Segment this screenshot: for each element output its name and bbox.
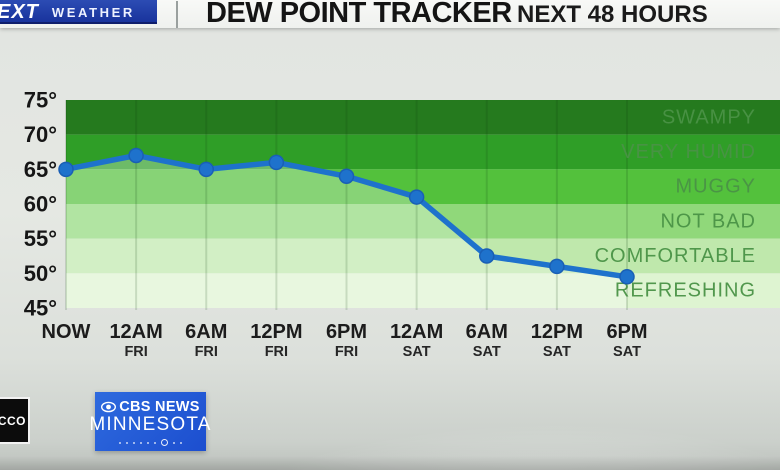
- header-divider: [176, 1, 178, 28]
- page-subtitle: NEXT 48 HOURS: [517, 1, 708, 28]
- x-axis-label-hour: 6AM: [466, 321, 508, 343]
- data-point: [58, 161, 74, 178]
- page-title: DEW POINT TRACKER: [206, 0, 512, 29]
- x-axis-label-day: SAT: [613, 344, 641, 360]
- x-axis-label-day: SAT: [543, 344, 571, 360]
- data-point: [619, 269, 635, 285]
- x-axis-label-day: FRI: [265, 344, 288, 360]
- y-axis-label: 75°: [24, 88, 57, 113]
- y-axis-label: 50°: [24, 261, 57, 286]
- data-point: [128, 147, 144, 164]
- x-axis-label-hour: 6PM: [606, 321, 647, 343]
- band-swampy: [66, 100, 780, 135]
- band-refreshing: [66, 273, 780, 308]
- x-axis-label-day: SAT: [473, 344, 501, 360]
- y-axis-label: 70°: [24, 122, 57, 147]
- x-axis-label-day: SAT: [403, 344, 431, 360]
- x-axis-label-hour: 12AM: [390, 321, 443, 343]
- band-label-very-humid: VERY HUMID: [621, 141, 756, 163]
- station-dots: [119, 439, 182, 447]
- station-region-text: MINNESOTA: [89, 413, 212, 435]
- x-axis-label-hour: 12PM: [250, 321, 302, 343]
- y-axis-label: 65°: [24, 157, 57, 182]
- header-bar: EXT WEATHER DEW POINT TRACKER NEXT 48 HO…: [0, 0, 780, 28]
- x-axis-label-day: FRI: [335, 344, 358, 360]
- data-point: [268, 154, 285, 171]
- sponsor-badge-text: CCO: [0, 413, 26, 428]
- next-weather-logo: EXT WEATHER: [0, 0, 157, 24]
- x-axis-label-hour: 6PM: [326, 321, 367, 343]
- band-label-muggy: MUGGY: [675, 176, 756, 198]
- sponsor-badge: CCO: [0, 397, 30, 444]
- next-weather-logo-sub: WEATHER: [51, 4, 135, 20]
- data-point: [198, 161, 214, 178]
- y-axis-label: 55°: [24, 226, 57, 251]
- station-news-text: CBS NEWS: [119, 398, 200, 415]
- x-axis-label-hour: NOW: [42, 321, 91, 343]
- data-point: [408, 189, 425, 205]
- station-logo-row1: CBS NEWS: [101, 399, 200, 415]
- band-label-refreshing: REFRESHING: [615, 280, 756, 302]
- y-axis-label: 60°: [24, 192, 57, 217]
- band-label-comfortable: COMFORTABLE: [595, 245, 756, 267]
- data-point: [549, 258, 565, 275]
- band-label-not-bad: NOT BAD: [660, 210, 756, 232]
- x-axis-label-hour: 12AM: [109, 321, 162, 343]
- band-label-swampy: SWAMPY: [662, 106, 756, 128]
- y-axis-label: 45°: [24, 296, 57, 321]
- next-weather-logo-main: EXT: [0, 1, 39, 23]
- x-axis-label-hour: 6AM: [185, 321, 227, 343]
- data-point: [479, 248, 495, 264]
- x-axis-label-day: FRI: [124, 344, 147, 360]
- band-not-bad: [66, 204, 780, 239]
- area-under-line: [66, 155, 627, 308]
- x-axis-label-hour: 12PM: [531, 321, 583, 343]
- x-axis-label-day: FRI: [195, 344, 218, 360]
- band-comfortable: [66, 238, 780, 274]
- cbs-eye-icon: [101, 401, 117, 412]
- data-point: [338, 168, 355, 185]
- station-logo: CBS NEWS MINNESOTA: [89, 392, 210, 451]
